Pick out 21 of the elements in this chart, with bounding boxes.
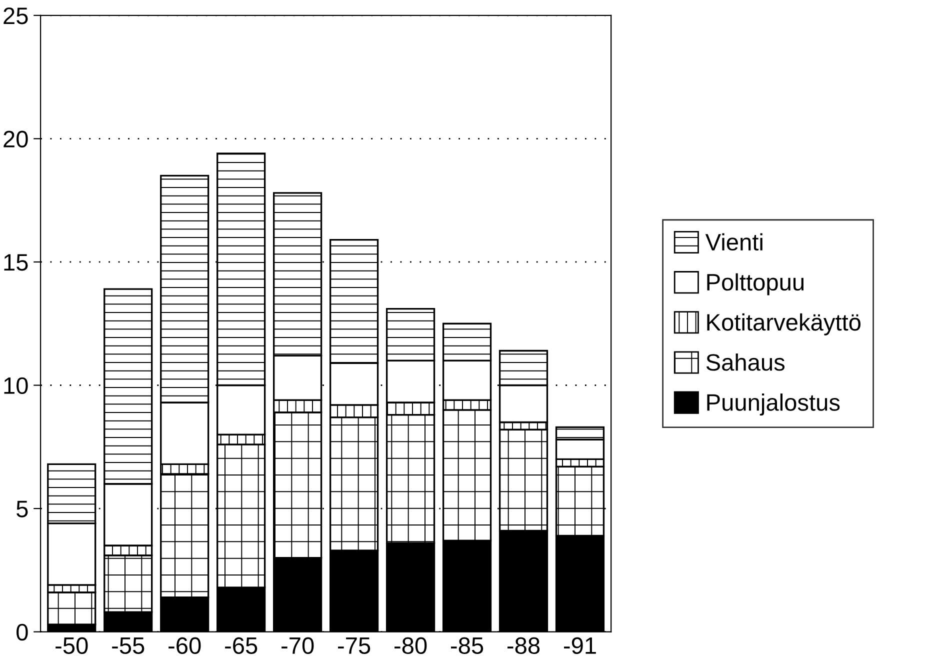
legend-label: Polttopuu — [707, 273, 804, 296]
y-tick-label: 5 — [16, 500, 28, 518]
x-tick-label: -91 — [564, 637, 596, 654]
legend-label: Vienti — [705, 233, 762, 251]
y-tick-label: 25 — [4, 7, 28, 24]
legend-label: Puunjalostus — [707, 394, 840, 416]
x-tick-label: -55 — [112, 638, 144, 654]
y-tick-label: 15 — [4, 254, 28, 271]
legend-label: Kotitarvekäyttö — [707, 313, 860, 336]
x-tick-label: -85 — [451, 637, 484, 654]
x-tick-label: -60 — [168, 637, 201, 654]
legend-label: Sahaus — [706, 353, 785, 371]
x-tick-label: -70 — [282, 637, 314, 654]
x-tick-label: -75 — [338, 638, 370, 654]
x-tick-label: -50 — [56, 637, 88, 654]
x-tick-label: -80 — [394, 637, 427, 654]
y-tick-label: 10 — [4, 377, 28, 394]
x-tick-label: -65 — [225, 637, 258, 654]
y-tick-label: 0 — [16, 624, 28, 641]
x-tick-label: -88 — [507, 637, 540, 654]
y-tick-label: 20 — [4, 130, 28, 148]
